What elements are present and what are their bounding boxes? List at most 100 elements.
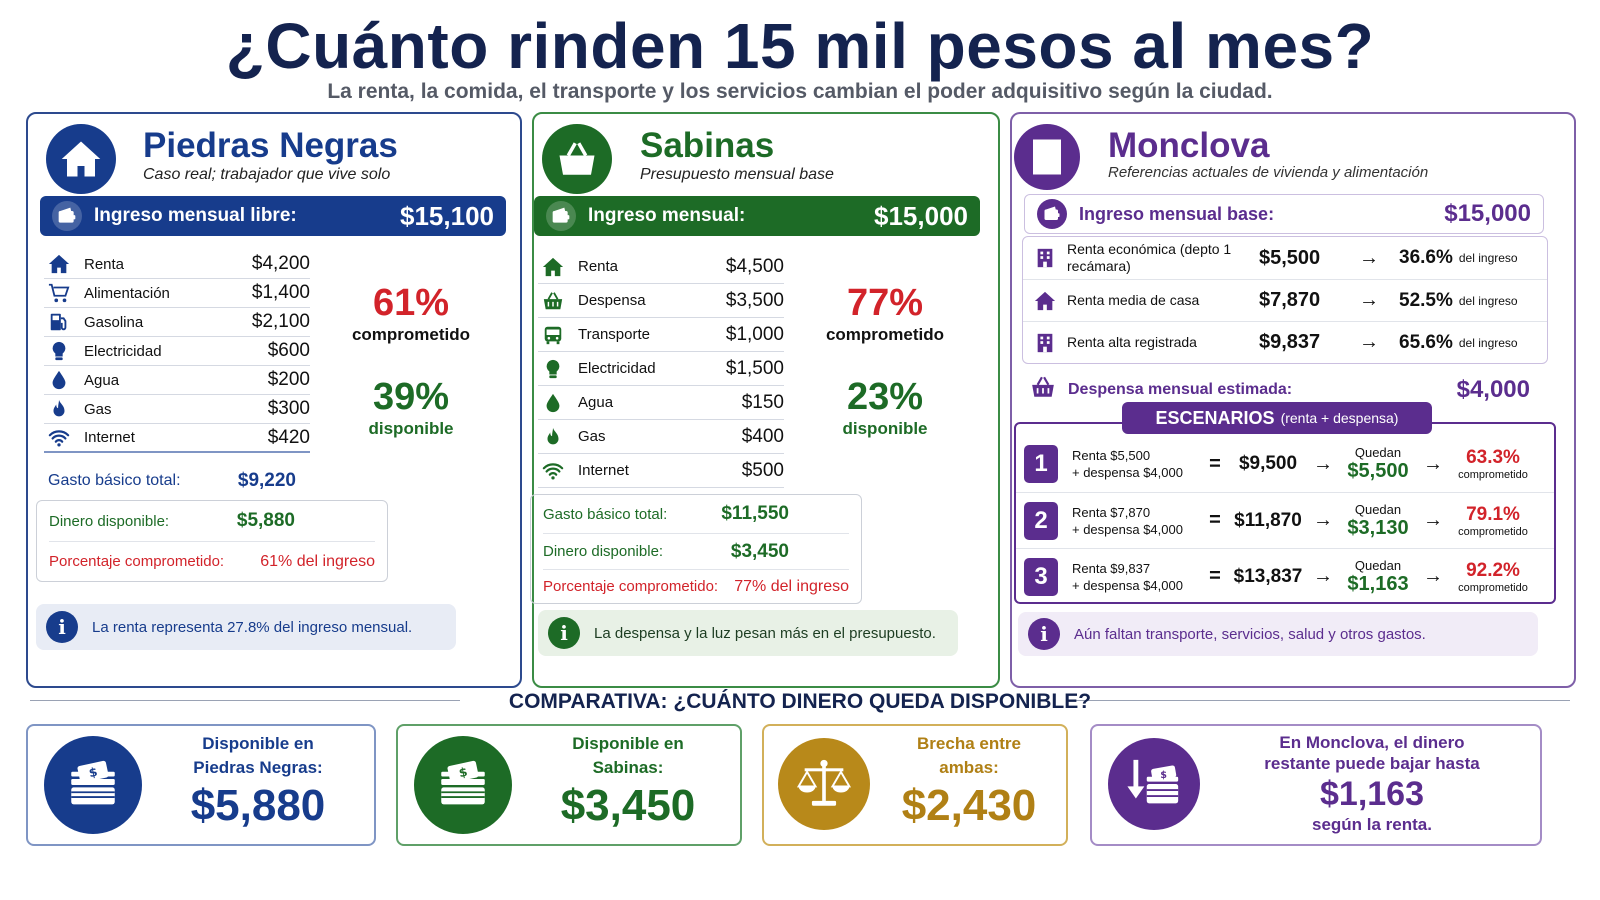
pct-row: Porcentaje comprometido: 77% del ingreso (543, 569, 849, 603)
card-value: $5,880 (190, 781, 326, 830)
committed-label: comprometido (1458, 469, 1528, 481)
available-pct: 39% (372, 376, 450, 418)
card-line3: según la renta. (1312, 815, 1432, 834)
available-label: disponible (368, 419, 454, 438)
rent-pct-suffix: del ingreso (1458, 293, 1518, 308)
scenario-desc: Renta $9,837 + despensa $4,000 (1072, 560, 1202, 594)
scenario-committed: 92.2% comprometido (1448, 560, 1538, 594)
house-icon (44, 253, 74, 275)
wallet-icon (546, 201, 576, 231)
arrow-right-icon: → (1423, 509, 1443, 531)
quedan-value: $3,130 (1347, 516, 1409, 539)
summary-box: Dinero disponible: $5,880 Porcentaje comp… (36, 500, 388, 582)
income-value: $15,000 (1444, 200, 1531, 227)
rent-value: $5,500 (1259, 246, 1321, 269)
scenario-desc: Renta $5,500 + despensa $4,000 (1072, 447, 1202, 481)
wallet-icon (1037, 199, 1067, 229)
comparison-card-piedras: Disponible en Piedras Negras: $5,880 (26, 724, 376, 846)
divider (30, 700, 460, 701)
expense-row: Renta $4,500 (538, 250, 784, 284)
committed-pct: 79.1% (1466, 503, 1520, 525)
rent-pct: 36.6% (1399, 247, 1453, 268)
note-text: Aún faltan transporte, servicios, salud … (1074, 625, 1426, 643)
quedan-label: Quedan (1354, 445, 1402, 460)
rent-pct: 65.6% (1399, 331, 1453, 353)
scenario-committed: 79.1% comprometido (1448, 504, 1538, 538)
rent-name: Renta económica (depto 1 recámara) (1067, 241, 1232, 274)
rent-row: Renta alta registrada $9,837 → 65.6% del ing… (1023, 321, 1547, 363)
quedan-value: $1,163 (1347, 572, 1409, 595)
total-label: Gasto básico total: (543, 505, 668, 523)
scenario-left: Quedan $3,130 (1338, 502, 1418, 540)
scenario-row: 3 Renta $9,837 + despensa $4,000 = $13,83… (1016, 548, 1554, 604)
page-title: ¿Cuánto rinden 15 mil pesos al mes? (225, 10, 1375, 82)
card-text: En Monclova, el dinero restante puede ba… (1212, 732, 1532, 835)
card-line1: Brecha entre (917, 734, 1021, 753)
available-stat: 23% disponible (820, 376, 950, 439)
expense-name: Internet (578, 462, 629, 479)
expense-name: Electricidad (578, 360, 656, 377)
scenario-line2: + despensa $4,000 (1072, 465, 1183, 480)
despensa-row: Despensa mensual estimada: $4,000 (1030, 374, 1530, 405)
equals-sign: = (1209, 509, 1221, 531)
rent-pct-suffix: del ingreso (1458, 251, 1518, 265)
pct-value: 77% del ingreso (734, 577, 849, 595)
committed-label: comprometido (1458, 581, 1528, 594)
expense-list: Renta $4,500 Despensa $3,500 Transporte $1,… (538, 250, 784, 488)
committed-pct: 77% (846, 282, 924, 324)
info-icon: i (1028, 618, 1060, 650)
card-value: $3,450 (560, 781, 696, 830)
available-money-row: Dinero disponible: $5,880 (49, 501, 375, 541)
expense-value: $1,400 (251, 282, 310, 303)
expense-value: $1,500 (725, 357, 784, 379)
card-line2: ambas: (939, 758, 999, 777)
info-note: i La despensa y la luz pesan más en el p… (538, 610, 958, 656)
flame-icon (44, 398, 74, 420)
expense-row: Despensa $3,500 (538, 284, 784, 318)
scenarios-header: ESCENARIOS (renta + despensa) (1122, 402, 1432, 434)
expense-value: $1,000 (725, 323, 784, 345)
summary-box: Gasto básico total: $11,550 Dinero dispon… (530, 494, 862, 604)
card-line2: restante puede bajar hasta (1264, 754, 1480, 773)
despensa-label: Despensa mensual estimada: (1068, 380, 1293, 398)
arrow-right-icon: → (1423, 452, 1443, 475)
scenario-row: 2 Renta $7,870 + despensa $4,000 = $11,87… (1016, 492, 1554, 548)
page-subtitle: La renta, la comida, el transporte y los… (327, 80, 1273, 103)
rent-pct: 52.5% (1399, 289, 1453, 311)
card-value: $2,430 (901, 781, 1037, 830)
expense-value: $300 (267, 398, 310, 419)
scenario-line2: + despensa $4,000 (1072, 521, 1183, 537)
expense-name: Gas (578, 428, 606, 445)
expense-name: Internet (84, 429, 135, 446)
rent-name: Renta media de casa (1067, 292, 1200, 308)
comparison-card-gap: Brecha entre ambas: $2,430 (762, 724, 1068, 846)
available-money-label: Dinero disponible: (49, 512, 170, 530)
panel-subtitle: Referencias actuales de vivienda y alime… (1108, 164, 1429, 181)
scenario-line1: Renta $7,870 (1072, 504, 1151, 520)
info-icon: i (46, 611, 78, 643)
equals-sign: = (1209, 565, 1221, 587)
scenario-left: Quedan $1,163 (1338, 558, 1418, 596)
equals-sign: = (1209, 452, 1221, 475)
available-money-row: Dinero disponible: $3,450 (543, 533, 849, 569)
committed-stat: 77% comprometido (820, 282, 950, 345)
expense-name: Gasolina (84, 313, 144, 331)
income-label: Ingreso mensual base: (1079, 203, 1275, 224)
card-text: Disponible en Piedras Negras: $5,880 (148, 732, 368, 832)
cart-icon (44, 282, 74, 304)
expense-name: Despensa (578, 292, 646, 309)
quedan-value: $5,500 (1347, 460, 1409, 482)
rent-table: Renta económica (depto 1 recámara) $5,500… (1022, 236, 1548, 364)
available-money-label: Dinero disponible: (543, 543, 664, 560)
scenarios-subtitle: (renta + despensa) (1280, 410, 1399, 426)
quedan-label: Quedan (1354, 501, 1402, 517)
basket-icon (538, 290, 568, 312)
card-line1: Disponible en (572, 734, 684, 753)
expense-value: $500 (741, 459, 784, 481)
balance-scale-icon (778, 738, 870, 830)
expense-name: Agua (84, 371, 120, 389)
building-icon (1031, 332, 1059, 354)
panel-title: Piedras Negras (143, 126, 398, 165)
basket-icon (542, 124, 612, 194)
total-row: Gasto básico total: $9,220 (48, 470, 296, 492)
